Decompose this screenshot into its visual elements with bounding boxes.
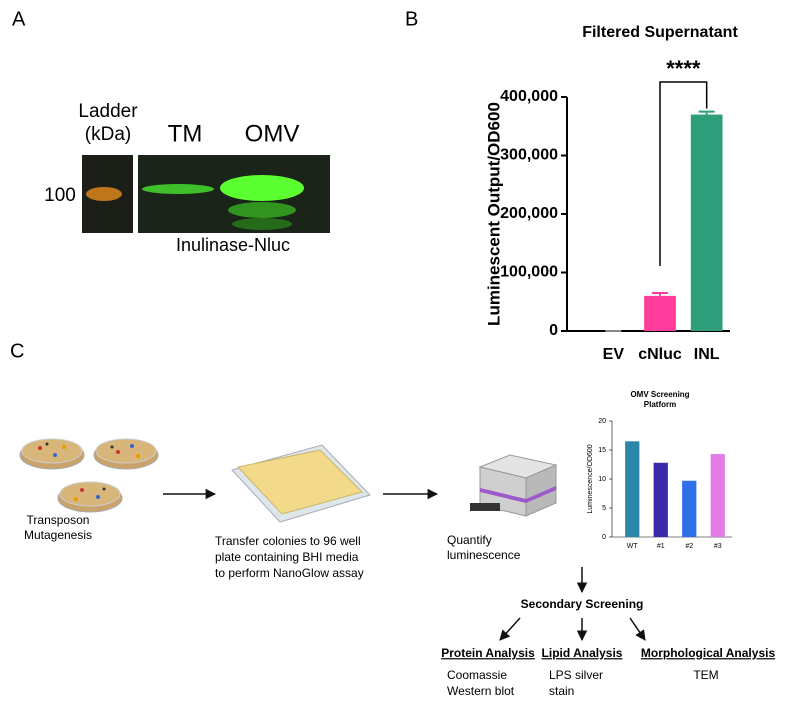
panel-label: C xyxy=(10,340,24,362)
analysis-item: TEM xyxy=(693,668,718,682)
error-bar xyxy=(698,110,715,115)
x-tick-label: #1 xyxy=(657,543,665,550)
bar xyxy=(690,114,723,331)
step-label: Mutagenesis xyxy=(24,528,92,542)
ladder-band xyxy=(86,187,122,201)
step-label: Quantify xyxy=(447,533,492,547)
analysis-title: Protein Analysis xyxy=(441,646,535,660)
arrow xyxy=(629,617,646,641)
panel-label: A xyxy=(12,8,26,30)
lane-label: TM xyxy=(168,120,203,147)
ladder-title: (kDa) xyxy=(85,124,131,145)
y-tick-label: 100,000 xyxy=(500,264,558,281)
luminometer xyxy=(470,454,558,517)
bar xyxy=(682,480,697,537)
secondary-title: Secondary Screening xyxy=(521,597,644,611)
y-tick-label: 0 xyxy=(549,322,558,339)
y-axis-label: Luminescent Output/OD600 xyxy=(484,102,503,326)
y-axis-label: Luminescence/OD600 xyxy=(587,444,594,513)
y-tick-label: 400,000 xyxy=(500,88,558,105)
y-tick-label: 0 xyxy=(602,534,606,541)
arrow xyxy=(499,617,521,641)
step-label: Transfer colonies to 96 well xyxy=(215,534,361,548)
step-label: Transposon xyxy=(27,513,90,527)
bar xyxy=(653,462,668,537)
y-tick-label: 200,000 xyxy=(500,205,558,222)
y-tick-label: 20 xyxy=(598,418,606,425)
x-tick-label: cNluc xyxy=(638,346,682,363)
x-tick-label: #2 xyxy=(685,543,693,550)
analysis-title: Morphological Analysis xyxy=(641,646,776,660)
bar xyxy=(710,454,725,537)
panel-label: B xyxy=(405,8,418,30)
y-tick-label: 300,000 xyxy=(500,147,558,164)
x-tick-label: WT xyxy=(627,543,639,550)
analysis-item: Western blot xyxy=(447,684,515,698)
analysis-title: Lipid Analysis xyxy=(542,646,623,660)
significance-bracket xyxy=(659,81,708,266)
lane-label: OMV xyxy=(245,120,300,147)
bar xyxy=(644,295,676,331)
blot-band xyxy=(220,175,304,201)
marker-label: 100 xyxy=(44,185,76,206)
well-plate xyxy=(231,444,371,523)
significance-label: **** xyxy=(666,56,701,81)
analysis-item: stain xyxy=(549,684,574,698)
chart-title: OMV Screening Platform xyxy=(630,390,690,409)
step-label: plate containing BHI media xyxy=(215,550,359,564)
x-tick-label: EV xyxy=(603,346,625,363)
bar xyxy=(625,441,640,537)
blot-band xyxy=(232,218,292,230)
y-tick-label: 10 xyxy=(598,476,606,483)
step-label: to perform NanoGlow assay xyxy=(215,566,364,580)
ladder-title: Ladder xyxy=(78,101,138,122)
error-bar xyxy=(652,291,668,296)
blot-band xyxy=(142,184,214,194)
y-tick-label: 5 xyxy=(602,505,606,512)
chart-title: Filtered Supernatant xyxy=(582,24,738,41)
blot-band xyxy=(228,202,296,218)
analysis-item: Coomassie xyxy=(447,668,507,682)
analysis-item: LPS silver xyxy=(549,668,603,682)
y-tick-label: 15 xyxy=(598,447,606,454)
step-label: luminescence xyxy=(447,548,521,562)
x-tick-label: INL xyxy=(694,346,720,363)
petri-dishes xyxy=(19,438,159,513)
x-tick-label: #3 xyxy=(714,543,722,550)
blot-caption: Inulinase-Nluc xyxy=(176,235,290,255)
